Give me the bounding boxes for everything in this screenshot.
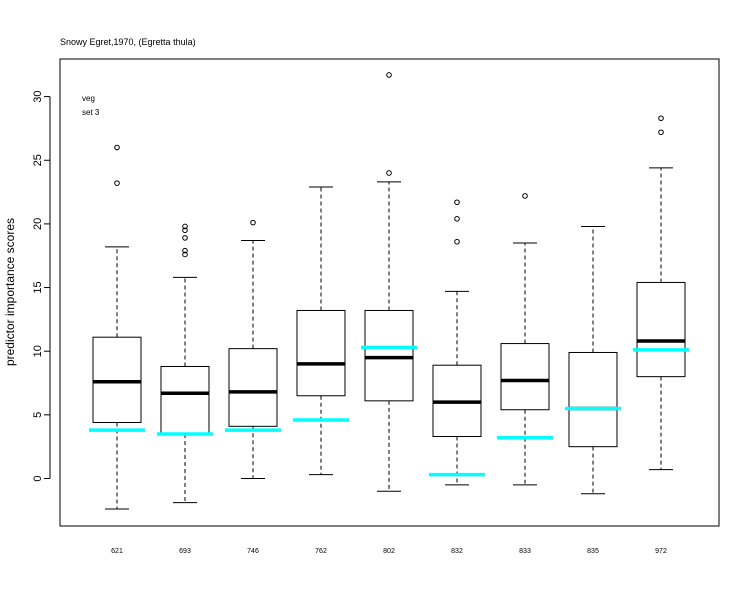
outlier-point	[522, 193, 528, 199]
outlier-point	[182, 235, 188, 241]
x-tick-label: 802	[383, 548, 395, 555]
y-tick-label: 5	[32, 412, 44, 418]
box-835	[568, 225, 618, 495]
box-972	[636, 115, 686, 471]
chart-title: Snowy Egret,1970, (Egretta thula)	[60, 37, 196, 47]
x-axis: 621 693 746 762 802 832 833 835 972	[111, 548, 667, 555]
box-iqr	[568, 351, 618, 448]
box-iqr	[160, 365, 210, 435]
outlier-point	[386, 72, 392, 78]
x-tick-label: 833	[519, 548, 531, 555]
y-axis: 0 5 10 15 20 25 30	[32, 90, 51, 482]
outlier-point	[454, 199, 460, 206]
y-tick-label: 30	[32, 90, 44, 102]
outlier-point	[182, 247, 188, 254]
x-tick-label: 762	[315, 548, 327, 555]
outlier-point	[182, 251, 188, 258]
outlier-point	[182, 227, 188, 234]
outlier-point	[250, 219, 256, 226]
x-tick-label: 693	[179, 548, 191, 555]
outlier-point	[114, 144, 120, 151]
x-tick-label: 972	[655, 548, 667, 555]
y-tick-label: 15	[32, 281, 44, 293]
outlier-point	[386, 170, 392, 176]
y-tick-label: 0	[32, 475, 44, 481]
y-axis-label: predictor importance scores	[3, 218, 17, 366]
box-iqr	[500, 343, 550, 411]
box-833	[500, 193, 550, 486]
box-621	[92, 144, 142, 510]
box-iqr	[636, 281, 686, 378]
box-iqr	[92, 336, 142, 423]
y-tick-label: 10	[32, 345, 44, 357]
box-762	[296, 186, 346, 476]
box-iqr	[364, 309, 414, 402]
box-802	[364, 72, 414, 492]
outlier-point	[454, 238, 460, 245]
y-tick-label: 20	[32, 218, 44, 230]
legend: veg set 3	[82, 94, 100, 117]
legend-line-1: veg	[82, 94, 95, 103]
x-tick-label: 621	[111, 548, 123, 555]
box-832	[432, 199, 482, 486]
outlier-point	[658, 129, 664, 136]
box-iqr	[228, 348, 278, 427]
y-tick-label: 25	[32, 154, 44, 166]
plot-frame	[59, 58, 720, 527]
legend-line-2: set 3	[82, 108, 100, 117]
outlier-point	[658, 115, 664, 122]
x-tick-label: 835	[587, 548, 599, 555]
box-group	[92, 72, 686, 510]
outlier-point	[114, 180, 120, 186]
box-746	[228, 219, 278, 479]
outlier-point	[454, 216, 460, 222]
x-tick-label: 746	[247, 548, 259, 555]
outlier-point	[182, 223, 188, 230]
reference-line-group	[89, 345, 689, 477]
box-iqr	[296, 309, 346, 397]
x-tick-label: 832	[451, 548, 463, 555]
box-693	[160, 223, 210, 504]
